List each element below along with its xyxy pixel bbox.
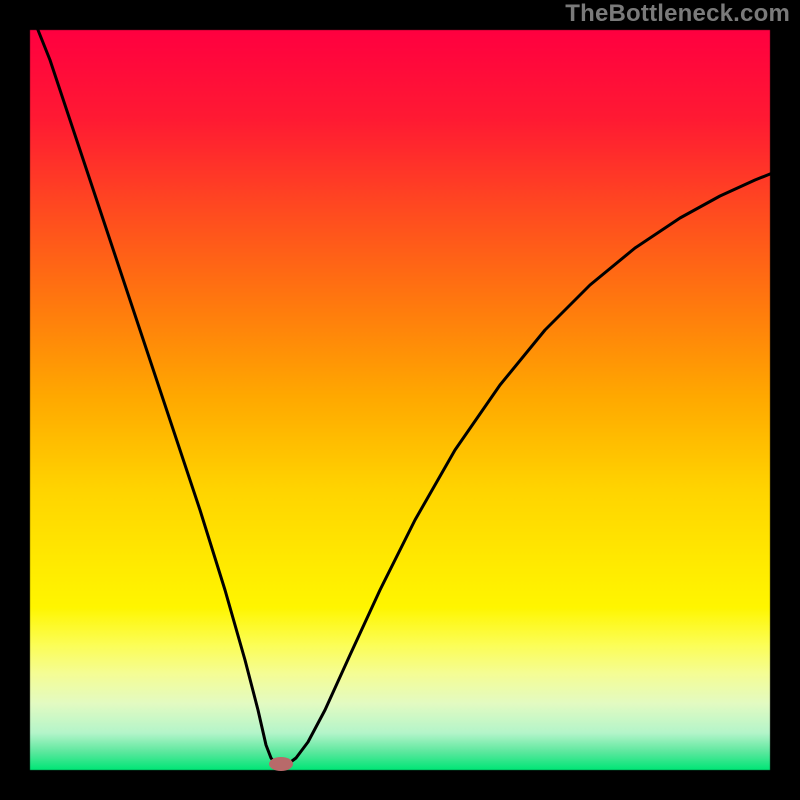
chart-background [0,0,800,800]
chart-container: TheBottleneck.com [0,0,800,800]
